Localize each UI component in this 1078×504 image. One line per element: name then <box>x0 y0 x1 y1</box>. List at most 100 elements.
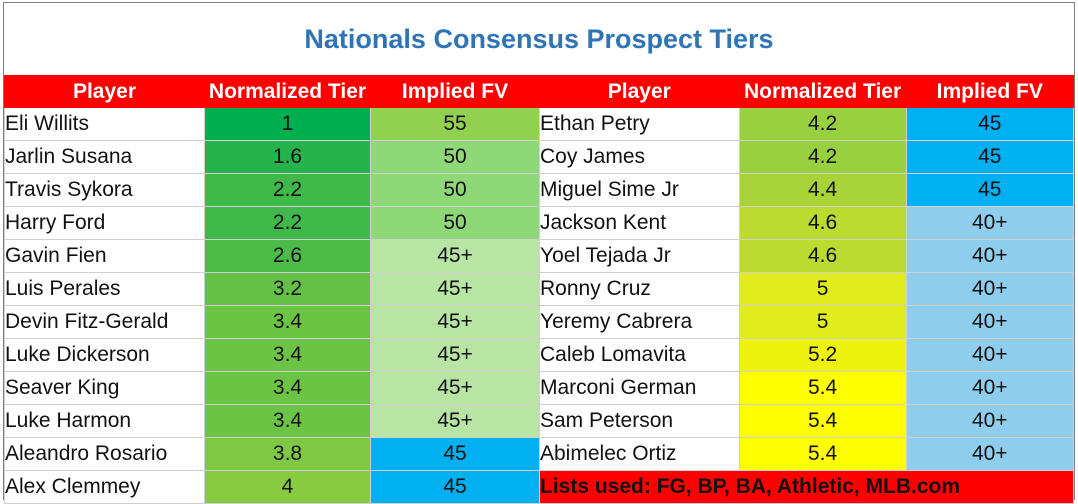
player-name-cell: Jackson Kent <box>539 206 740 240</box>
player-name-cell: Devin Fitz-Gerald <box>4 305 205 339</box>
implied-fv-cell: 45 <box>370 470 540 504</box>
implied-fv-cell: 50 <box>370 173 540 207</box>
left-table: Player Normalized Tier Implied FV Eli Wi… <box>4 75 540 504</box>
player-name-cell: Luis Perales <box>4 272 205 306</box>
table-row: Travis Sykora 2.2 50 <box>4 173 540 207</box>
implied-fv-cell: 40+ <box>905 404 1075 438</box>
player-name-cell: Yoel Tejada Jr <box>539 239 740 273</box>
table-row: Caleb Lomavita 5.2 40+ <box>539 338 1075 372</box>
implied-fv-cell: 40+ <box>905 206 1075 240</box>
header-implied-fv: Implied FV <box>370 75 540 108</box>
player-name-cell: Coy James <box>539 140 740 174</box>
table-row: Yoel Tejada Jr 4.6 40+ <box>539 239 1075 273</box>
table-row: Aleandro Rosario 3.8 45 <box>4 437 540 471</box>
implied-fv-cell: 45 <box>370 437 540 471</box>
table-row: Jackson Kent 4.6 40+ <box>539 206 1075 240</box>
normalized-tier-cell: 3.4 <box>204 338 371 372</box>
implied-fv-cell: 45+ <box>370 338 540 372</box>
implied-fv-cell: 45+ <box>370 305 540 339</box>
table-row: Ronny Cruz 5 40+ <box>539 272 1075 306</box>
implied-fv-cell: 40+ <box>905 371 1075 405</box>
player-name-cell: Ethan Petry <box>539 107 740 141</box>
player-name-cell: Harry Ford <box>4 206 205 240</box>
player-name-cell: Ronny Cruz <box>539 272 740 306</box>
implied-fv-cell: 55 <box>370 107 540 141</box>
normalized-tier-cell: 4.6 <box>738 239 907 273</box>
table-row: Coy James 4.2 45 <box>539 140 1075 174</box>
table-row: Miguel Sime Jr 4.4 45 <box>539 173 1075 207</box>
normalized-tier-cell: 5.4 <box>738 437 907 471</box>
header-player: Player <box>539 75 740 108</box>
player-name-cell: Sam Peterson <box>539 404 740 438</box>
player-name-cell: Seaver King <box>4 371 205 405</box>
normalized-tier-cell: 5.4 <box>738 404 907 438</box>
normalized-tier-cell: 4.6 <box>738 206 907 240</box>
table-row: Abimelec Ortiz 5.4 40+ <box>539 437 1075 471</box>
right-header-row: Player Normalized Tier Implied FV <box>539 75 1075 108</box>
table-row: Seaver King 3.4 45+ <box>4 371 540 405</box>
table-row: Yeremy Cabrera 5 40+ <box>539 305 1075 339</box>
implied-fv-cell: 40+ <box>905 437 1075 471</box>
table-row: Marconi German 5.4 40+ <box>539 371 1075 405</box>
implied-fv-cell: 40+ <box>905 239 1075 273</box>
implied-fv-cell: 45 <box>905 173 1075 207</box>
normalized-tier-cell: 5 <box>738 272 907 306</box>
left-header-row: Player Normalized Tier Implied FV <box>4 75 540 108</box>
player-name-cell: Caleb Lomavita <box>539 338 740 372</box>
implied-fv-cell: 45 <box>905 140 1075 174</box>
header-normalized-tier: Normalized Tier <box>738 75 907 108</box>
normalized-tier-cell: 2.2 <box>204 173 371 207</box>
implied-fv-cell: 45 <box>905 107 1075 141</box>
prospect-tiers-sheet: Nationals Consensus Prospect Tiers Playe… <box>3 2 1075 504</box>
normalized-tier-cell: 3.2 <box>204 272 371 306</box>
implied-fv-cell: 40+ <box>905 272 1075 306</box>
table-row: Luke Harmon 3.4 45+ <box>4 404 540 438</box>
player-name-cell: Aleandro Rosario <box>4 437 205 471</box>
table-row: Devin Fitz-Gerald 3.4 45+ <box>4 305 540 339</box>
header-implied-fv: Implied FV <box>905 75 1075 108</box>
header-normalized-tier: Normalized Tier <box>204 75 371 108</box>
player-name-cell: Luke Dickerson <box>4 338 205 372</box>
table-row: Eli Willits 1 55 <box>4 107 540 141</box>
table-row: Alex Clemmey 4 45 <box>4 470 540 504</box>
table-row: Harry Ford 2.2 50 <box>4 206 540 240</box>
player-name-cell: Luke Harmon <box>4 404 205 438</box>
player-name-cell: Alex Clemmey <box>4 470 205 504</box>
implied-fv-cell: 40+ <box>905 338 1075 372</box>
table-row: Luke Dickerson 3.4 45+ <box>4 338 540 372</box>
normalized-tier-cell: 3.4 <box>204 404 371 438</box>
table-row: Sam Peterson 5.4 40+ <box>539 404 1075 438</box>
implied-fv-cell: 45+ <box>370 371 540 405</box>
player-name-cell: Gavin Fien <box>4 239 205 273</box>
normalized-tier-cell: 2.6 <box>204 239 371 273</box>
right-table: Player Normalized Tier Implied FV Ethan … <box>539 75 1075 504</box>
player-name-cell: Yeremy Cabrera <box>539 305 740 339</box>
table-row: Gavin Fien 2.6 45+ <box>4 239 540 273</box>
normalized-tier-cell: 5 <box>738 305 907 339</box>
implied-fv-cell: 45+ <box>370 272 540 306</box>
table-row: Luis Perales 3.2 45+ <box>4 272 540 306</box>
normalized-tier-cell: 1 <box>204 107 371 141</box>
player-name-cell: Abimelec Ortiz <box>539 437 740 471</box>
sheet-title: Nationals Consensus Prospect Tiers <box>304 23 774 54</box>
implied-fv-cell: 50 <box>370 206 540 240</box>
normalized-tier-cell: 1.6 <box>204 140 371 174</box>
player-name-cell: Marconi German <box>539 371 740 405</box>
normalized-tier-cell: 5.2 <box>738 338 907 372</box>
footnote: Lists used: FG, BP, BA, Athletic, MLB.co… <box>539 470 1074 504</box>
table-row: Ethan Petry 4.2 45 <box>539 107 1075 141</box>
normalized-tier-cell: 3.4 <box>204 305 371 339</box>
implied-fv-cell: 45+ <box>370 404 540 438</box>
normalized-tier-cell: 2.2 <box>204 206 371 240</box>
normalized-tier-cell: 4.2 <box>738 140 907 174</box>
header-player: Player <box>4 75 205 108</box>
normalized-tier-cell: 5.4 <box>738 371 907 405</box>
normalized-tier-cell: 4.2 <box>738 107 907 141</box>
normalized-tier-cell: 4 <box>204 470 371 504</box>
player-name-cell: Miguel Sime Jr <box>539 173 740 207</box>
normalized-tier-cell: 3.8 <box>204 437 371 471</box>
footnote-row: Lists used: FG, BP, BA, Athletic, MLB.co… <box>539 470 1074 504</box>
player-name-cell: Jarlin Susana <box>4 140 205 174</box>
normalized-tier-cell: 4.4 <box>738 173 907 207</box>
normalized-tier-cell: 3.4 <box>204 371 371 405</box>
